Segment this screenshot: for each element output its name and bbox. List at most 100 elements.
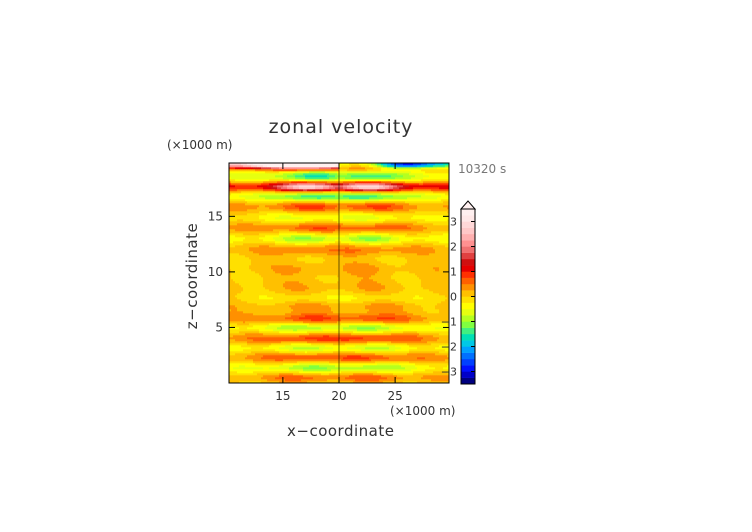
contour-cell	[411, 353, 414, 356]
contour-cell	[343, 307, 346, 310]
contour-cell	[323, 297, 326, 300]
contour-cell	[277, 305, 280, 308]
contour-cell	[261, 379, 264, 382]
contour-cell	[373, 293, 376, 296]
contour-cell	[301, 323, 304, 326]
contour-cell	[397, 349, 400, 352]
contour-cell	[435, 317, 438, 320]
contour-cell	[337, 379, 340, 382]
contour-cell	[371, 321, 374, 324]
contour-cell	[383, 347, 386, 350]
contour-cell	[371, 319, 374, 322]
contour-cell	[427, 301, 430, 304]
contour-cell	[445, 311, 448, 314]
contour-cell	[327, 353, 330, 356]
contour-cell	[273, 365, 276, 368]
contour-cell	[403, 353, 406, 356]
contour-cell	[269, 367, 272, 370]
contour-cell	[313, 365, 316, 368]
contour-cell	[399, 325, 402, 328]
contour-cell	[357, 377, 360, 380]
contour-cell	[421, 303, 424, 306]
contour-cell	[245, 329, 248, 332]
contour-cell	[417, 369, 420, 372]
contour-cell	[289, 311, 292, 314]
contour-cell	[345, 365, 348, 368]
contour-cell	[351, 359, 354, 362]
contour-cell	[341, 345, 344, 348]
contour-cell	[341, 301, 344, 304]
contour-cell	[381, 323, 384, 326]
contour-cell	[431, 321, 434, 324]
contour-cell	[337, 295, 340, 298]
contour-cell	[309, 311, 312, 314]
contour-cell	[243, 329, 246, 332]
contour-cell	[281, 369, 284, 372]
contour-cell	[335, 317, 338, 320]
contour-cell	[383, 319, 386, 322]
contour-cell	[305, 371, 308, 374]
contour-cell	[385, 357, 388, 360]
contour-cell	[281, 371, 284, 374]
contour-cell	[427, 371, 430, 374]
contour-cell	[243, 353, 246, 356]
contour-cell	[277, 307, 280, 310]
contour-cell	[269, 305, 272, 308]
contour-cell	[271, 363, 274, 366]
contour-cell	[331, 303, 334, 306]
contour-cell	[387, 313, 390, 316]
contour-cell	[337, 337, 340, 340]
contour-cell	[243, 361, 246, 364]
contour-cell	[377, 331, 380, 334]
contour-cell	[283, 303, 286, 306]
contour-cell	[351, 345, 354, 348]
contour-cell	[251, 315, 254, 318]
contour-cell	[245, 337, 248, 340]
contour-cell	[317, 367, 320, 370]
contour-cell	[379, 315, 382, 318]
contour-cell	[299, 365, 302, 368]
contour-cell	[287, 295, 290, 298]
contour-cell	[373, 295, 376, 298]
contour-cell	[233, 343, 236, 346]
x-axis-unit: (×1000 m)	[390, 404, 456, 418]
contour-cell	[405, 347, 408, 350]
contour-cell	[253, 337, 256, 340]
contour-cell	[391, 341, 394, 344]
contour-cell	[313, 381, 316, 384]
contour-cell	[387, 321, 390, 324]
contour-cell	[323, 377, 326, 380]
contour-cell	[399, 345, 402, 348]
contour-cell	[323, 313, 326, 316]
contour-cell	[333, 367, 336, 370]
contour-cell	[355, 313, 358, 316]
contour-cell	[441, 375, 444, 378]
contour-cell	[331, 323, 334, 326]
contour-cell	[297, 341, 300, 344]
contour-cell	[287, 379, 290, 382]
contour-cell	[253, 331, 256, 334]
contour-cell	[439, 303, 442, 306]
contour-cell	[231, 347, 234, 350]
contour-cell	[415, 331, 418, 334]
contour-cell	[367, 377, 370, 380]
contour-cell	[255, 299, 258, 302]
contour-cell	[391, 359, 394, 362]
contour-cell	[271, 377, 274, 380]
contour-cell	[383, 381, 386, 384]
contour-cell	[411, 373, 414, 376]
contour-cell	[271, 327, 274, 330]
contour-cell	[429, 297, 432, 300]
contour-cell	[239, 327, 242, 330]
contour-cell	[353, 327, 356, 330]
contour-cell	[265, 365, 268, 368]
contour-cell	[245, 299, 248, 302]
contour-cell	[377, 347, 380, 350]
contour-cell	[325, 339, 328, 342]
contour-cell	[401, 305, 404, 308]
contour-cell	[321, 349, 324, 352]
contour-cell	[259, 297, 262, 300]
contour-cell	[313, 331, 316, 334]
contour-cell	[395, 369, 398, 372]
contour-cell	[391, 329, 394, 332]
